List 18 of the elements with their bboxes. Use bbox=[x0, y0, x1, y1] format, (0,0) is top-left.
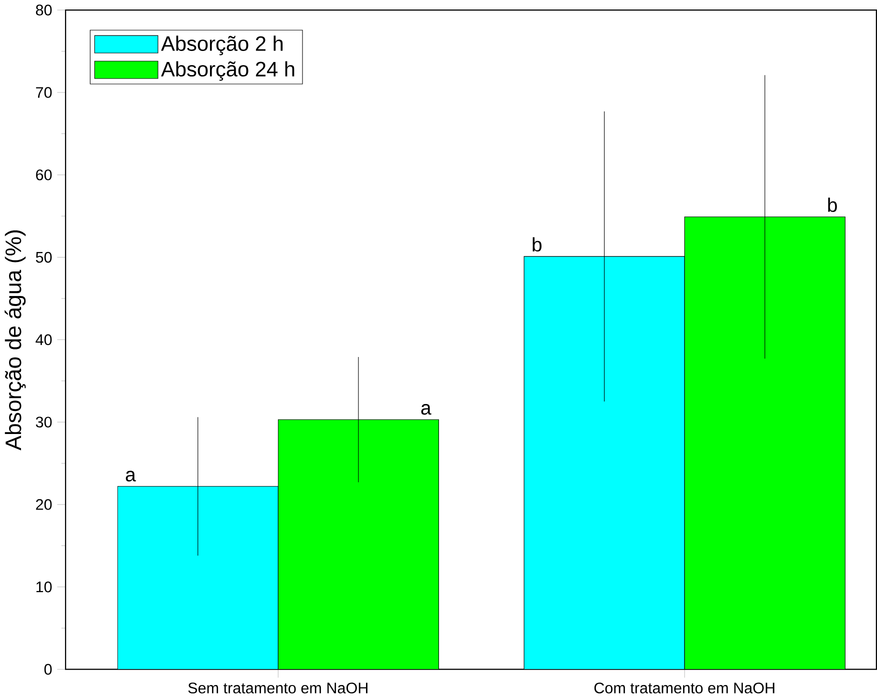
y-tick-label: 70 bbox=[36, 87, 52, 98]
annotation: b bbox=[532, 237, 542, 252]
annotation: a bbox=[126, 470, 136, 482]
annotation: a bbox=[421, 404, 432, 415]
y-tick-label: 60 bbox=[36, 169, 52, 180]
y-axis-title: Absorção de água (%) bbox=[4, 230, 26, 450]
x-tick-label: Com tratamento em NaOH bbox=[594, 682, 774, 694]
y-tick-label: 30 bbox=[36, 416, 52, 428]
y-tick-label: 80 bbox=[36, 4, 52, 16]
x-tick-label: Sem tratamento em NaOH bbox=[188, 682, 368, 694]
y-tick-label: 10 bbox=[36, 581, 52, 592]
y-tick-label: 40 bbox=[36, 334, 52, 346]
y-tick-label: 20 bbox=[36, 499, 52, 510]
legend-label: Absorção 24 h bbox=[161, 61, 294, 81]
y-tick-label: 50 bbox=[36, 252, 52, 263]
annotation: b bbox=[828, 198, 837, 212]
legend-label: Absorção 2 h bbox=[161, 36, 283, 56]
y-tick-label: 0 bbox=[44, 664, 52, 675]
